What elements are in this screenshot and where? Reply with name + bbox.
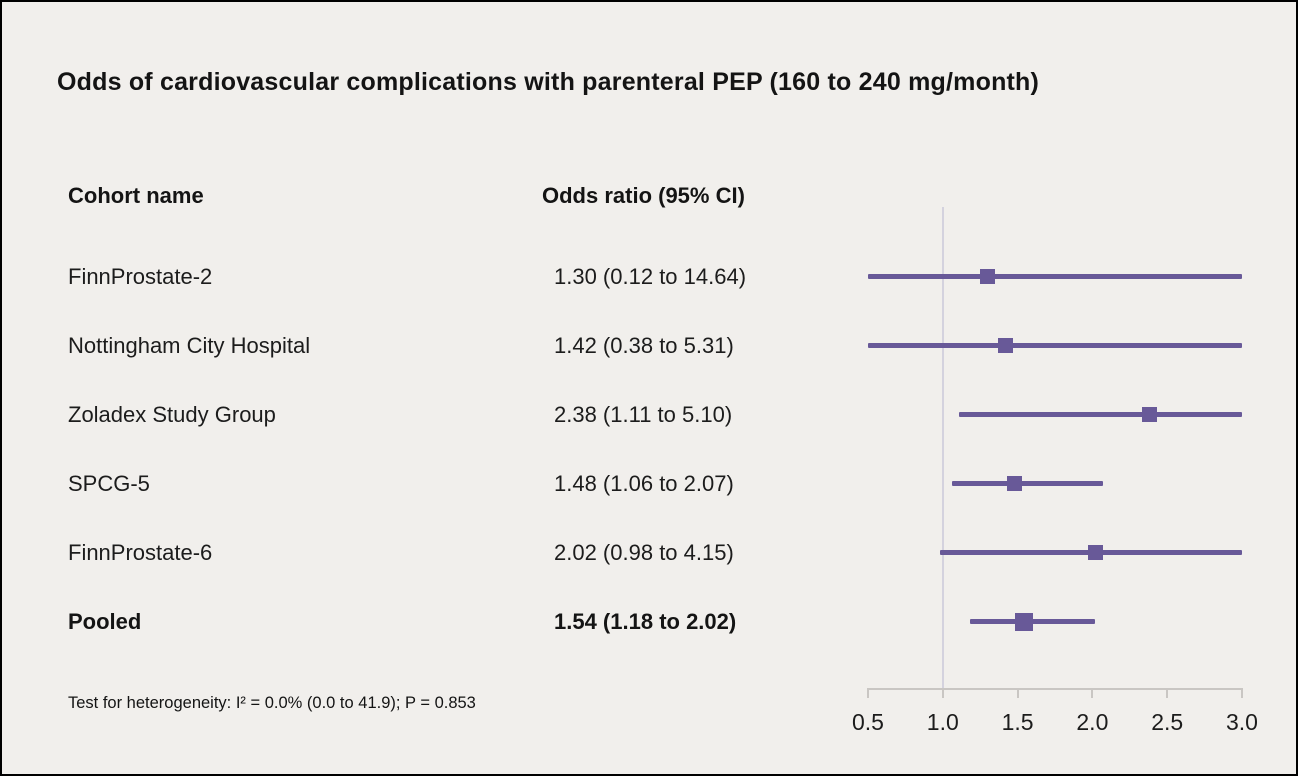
estimate-marker	[1007, 476, 1023, 491]
x-axis-line	[868, 688, 1242, 690]
estimate-marker	[998, 338, 1014, 353]
ci-line	[951, 481, 1103, 486]
axis-tick-label: 1.0	[926, 709, 959, 735]
odds-ratio-value: 1.30 (0.12 to 14.64)	[554, 263, 747, 289]
odds-ratio-value: 2.38 (1.11 to 5.10)	[554, 401, 733, 427]
axis-tick-label: 3.0	[1226, 709, 1258, 735]
ci-line	[868, 343, 1242, 348]
axis-tick	[1016, 688, 1019, 698]
column-header-cohort: Cohort name	[68, 183, 204, 208]
odds-ratio-value: 1.42 (0.38 to 5.31)	[554, 332, 734, 358]
estimate-marker	[1087, 545, 1103, 560]
odds-ratio-value: 1.54 (1.18 to 2.02)	[554, 608, 737, 634]
cohort-label: Zoladex Study Group	[68, 401, 276, 427]
axis-tick-label: 0.5	[852, 709, 884, 735]
estimate-marker	[1014, 612, 1033, 631]
page-title: Odds of cardiovascular complications wit…	[57, 68, 1040, 96]
cohort-label: FinnProstate-6	[68, 539, 213, 565]
cohort-label: SPCG-5	[68, 470, 150, 496]
cohort-label: FinnProstate-2	[68, 263, 213, 289]
ci-line	[868, 274, 1242, 279]
column-header-odds: Odds ratio (95% CI)	[542, 183, 745, 208]
cohort-label: Nottingham City Hospital	[68, 332, 311, 358]
axis-tick	[1091, 688, 1094, 698]
odds-ratio-value: 1.48 (1.06 to 2.07)	[554, 470, 734, 496]
axis-tick-label: 1.5	[1001, 709, 1034, 735]
estimate-marker	[1141, 407, 1157, 422]
axis-tick-label: 2.5	[1151, 709, 1184, 735]
heterogeneity-footnote: Test for heterogeneity: I² = 0.0% (0.0 t…	[68, 694, 476, 712]
axis-tick	[941, 688, 944, 698]
axis-tick	[1241, 688, 1243, 698]
axis-tick	[1166, 688, 1169, 698]
axis-tick	[867, 688, 869, 698]
estimate-marker	[980, 269, 996, 284]
reference-line	[941, 207, 944, 688]
ci-line	[959, 412, 1242, 417]
odds-ratio-value: 2.02 (0.98 to 4.15)	[554, 539, 734, 565]
axis-tick-label: 2.0	[1076, 709, 1109, 735]
cohort-label: Pooled	[68, 608, 142, 634]
